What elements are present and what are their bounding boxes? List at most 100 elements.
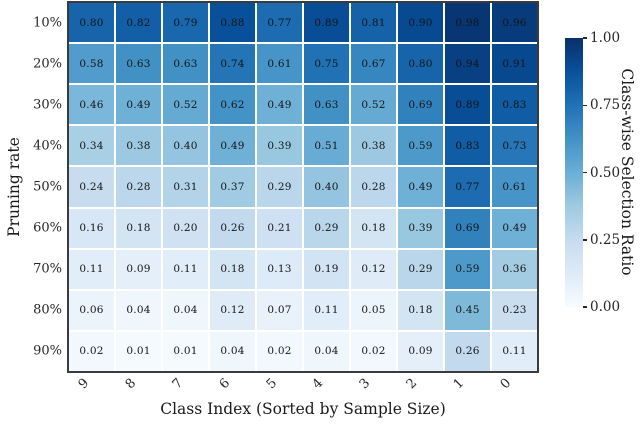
heatmap-cell: 0.59 — [398, 126, 443, 166]
heatmap-cell: 0.19 — [304, 249, 349, 289]
cell-value: 0.67 — [361, 57, 386, 70]
x-tick-label: 4 — [310, 375, 327, 393]
heatmap-cell: 0.39 — [398, 208, 443, 248]
cell-value: 0.11 — [502, 345, 527, 358]
cell-value: 0.45 — [455, 304, 480, 317]
cell-value: 0.18 — [408, 304, 433, 317]
heatmap-cell: 0.83 — [445, 126, 490, 166]
cell-value: 0.21 — [267, 222, 292, 235]
cell-value: 0.96 — [502, 16, 527, 29]
heatmap-cell: 0.98 — [445, 3, 490, 43]
y-tick-label: 70% — [33, 261, 62, 277]
colorbar-label: Class-wise Selection Ratio — [618, 68, 636, 276]
cell-value: 0.88 — [220, 16, 245, 29]
cell-value: 0.02 — [79, 345, 104, 358]
cell-value: 0.94 — [455, 57, 480, 70]
heatmap-cell: 0.45 — [445, 290, 490, 330]
heatmap-cell: 0.49 — [210, 126, 255, 166]
cell-value: 0.34 — [79, 139, 104, 152]
heatmap-cell: 0.73 — [492, 126, 537, 166]
y-tick-label: 90% — [33, 343, 62, 359]
cell-value: 0.12 — [220, 304, 245, 317]
cell-value: 0.69 — [455, 222, 480, 235]
heatmap-cell: 0.52 — [351, 85, 396, 125]
cell-value: 0.83 — [502, 98, 527, 111]
heatmap-cell: 0.20 — [163, 208, 208, 248]
cell-value: 0.89 — [314, 16, 339, 29]
cell-value: 0.26 — [455, 345, 480, 358]
heatmap-cell: 0.09 — [398, 331, 443, 371]
heatmap-cell: 0.07 — [257, 290, 302, 330]
cell-value: 0.01 — [173, 345, 198, 358]
heatmap-cell: 0.90 — [398, 3, 443, 43]
cell-value: 0.11 — [79, 263, 104, 276]
heatmap-cell: 0.31 — [163, 167, 208, 207]
heatmap-cell: 0.02 — [351, 331, 396, 371]
x-axis-label: Class Index (Sorted by Sample Size) — [160, 400, 446, 418]
heatmap-cell: 0.26 — [210, 208, 255, 248]
cell-value: 0.83 — [455, 139, 480, 152]
heatmap-cell: 0.37 — [210, 167, 255, 207]
heatmap-cell: 0.69 — [445, 208, 490, 248]
cell-value: 0.31 — [173, 180, 198, 193]
cell-value: 0.49 — [267, 98, 292, 111]
heatmap-cell: 0.61 — [257, 44, 302, 84]
colorbar-tick-mark — [583, 37, 587, 39]
heatmap-cell: 0.36 — [492, 249, 537, 289]
cell-value: 0.63 — [173, 57, 198, 70]
x-tick-label: 1 — [450, 375, 468, 393]
heatmap-cell: 0.49 — [492, 208, 537, 248]
cell-value: 0.74 — [220, 57, 245, 70]
cell-value: 0.04 — [173, 304, 198, 317]
x-tick-label: 0 — [497, 375, 514, 393]
cell-value: 0.04 — [314, 345, 339, 358]
cell-value: 0.79 — [173, 16, 198, 29]
y-tick-label: 80% — [33, 302, 62, 318]
cell-value: 0.28 — [361, 180, 386, 193]
heatmap-cell: 0.40 — [304, 167, 349, 207]
heatmap-cell: 0.24 — [69, 167, 114, 207]
cell-value: 0.89 — [455, 98, 480, 111]
heatmap-cell: 0.61 — [492, 167, 537, 207]
cell-value: 0.77 — [267, 16, 292, 29]
cell-value: 0.51 — [314, 139, 339, 152]
cell-value: 0.69 — [408, 98, 433, 111]
heatmap-cell: 0.49 — [257, 85, 302, 125]
cell-value: 0.24 — [79, 180, 104, 193]
heatmap-cell: 0.63 — [163, 44, 208, 84]
cell-value: 0.20 — [173, 222, 198, 235]
heatmap-cell: 0.11 — [163, 249, 208, 289]
cell-value: 0.23 — [502, 304, 527, 317]
y-tick-label: 40% — [33, 138, 62, 154]
heatmap-cell: 0.40 — [163, 126, 208, 166]
cell-value: 0.46 — [79, 98, 104, 111]
heatmap-cell: 0.05 — [351, 290, 396, 330]
heatmap-cell: 0.12 — [210, 290, 255, 330]
cell-value: 0.09 — [126, 263, 151, 276]
heatmap-cell: 0.02 — [257, 331, 302, 371]
cell-value: 0.04 — [126, 304, 151, 317]
cell-value: 0.61 — [267, 57, 292, 70]
cell-value: 0.38 — [361, 139, 386, 152]
colorbar-tick-mark — [583, 171, 587, 174]
cell-value: 0.02 — [267, 345, 292, 358]
heatmap-cell: 0.23 — [492, 290, 537, 330]
heatmap-cell: 0.04 — [116, 290, 161, 330]
cell-value: 0.63 — [314, 98, 339, 111]
cell-value: 0.06 — [79, 304, 104, 317]
heatmap-cell: 0.11 — [304, 290, 349, 330]
cell-value: 0.63 — [126, 57, 151, 70]
cell-value: 0.29 — [314, 222, 339, 235]
heatmap-cell: 0.01 — [163, 331, 208, 371]
cell-value: 0.49 — [220, 139, 245, 152]
cell-value: 0.19 — [314, 263, 339, 276]
cell-value: 0.02 — [361, 345, 386, 358]
heatmap-cell: 0.80 — [398, 44, 443, 84]
heatmap-cell: 0.88 — [210, 3, 255, 43]
heatmap-cell: 0.39 — [257, 126, 302, 166]
cell-value: 0.52 — [173, 98, 198, 111]
heatmap-cell: 0.96 — [492, 3, 537, 43]
cell-value: 0.62 — [220, 98, 245, 111]
heatmap-cell: 0.29 — [398, 249, 443, 289]
